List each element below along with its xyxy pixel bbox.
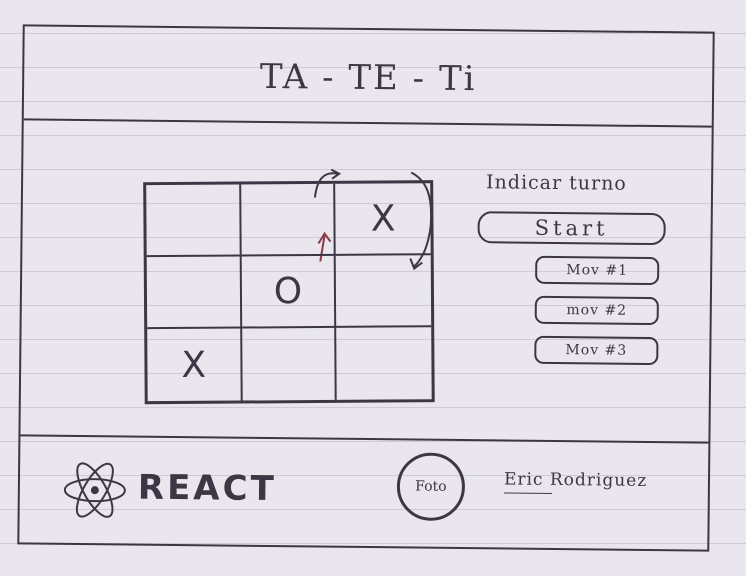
author-name: Eric Rodriguez [503,469,648,494]
author-name-text: Eric Rodriguez [503,469,648,491]
app-frame: TA - TE - Ti X O X Indicar turno Start [17,24,715,552]
move-1-button[interactable]: Mov #1 [535,255,660,286]
board-cell-7[interactable]: X [147,328,243,402]
board-cell-8[interactable] [241,327,338,401]
board-cell-6[interactable] [336,255,432,328]
board-cell-5[interactable]: O [241,255,337,329]
avatar-label: Foto [415,478,447,495]
game-sidebar: Indicar turno Start Mov #1 mov #2 Mov #3 [476,171,693,366]
move-history: Mov #1 mov #2 Mov #3 [534,255,692,366]
board-cell-3[interactable]: X [335,183,431,256]
move-2-button[interactable]: mov #2 [534,295,659,326]
footer: REACT Foto Eric Rodriguez [19,434,709,550]
turn-indicator: Indicar turno [485,171,627,195]
annotation-arrows-icon [313,168,433,271]
board-cell-1[interactable] [146,184,242,258]
board-cell-4[interactable] [146,256,242,330]
avatar: Foto [396,452,466,522]
author-underline [503,492,552,494]
react-label: REACT [137,467,277,510]
main-area: X O X Indicar turno Start Mov #1 mov #2 … [20,126,711,443]
board-cell-2[interactable] [240,183,337,257]
react-atom-icon [63,462,126,518]
header: TA - TE - Ti [23,26,713,128]
board-cell-9[interactable] [337,327,432,400]
tic-tac-toe-board: X O X [143,180,435,405]
page-title: TA - TE - Ti [259,56,477,100]
start-button[interactable]: Start [477,211,666,246]
move-3-button[interactable]: Mov #3 [534,335,659,366]
